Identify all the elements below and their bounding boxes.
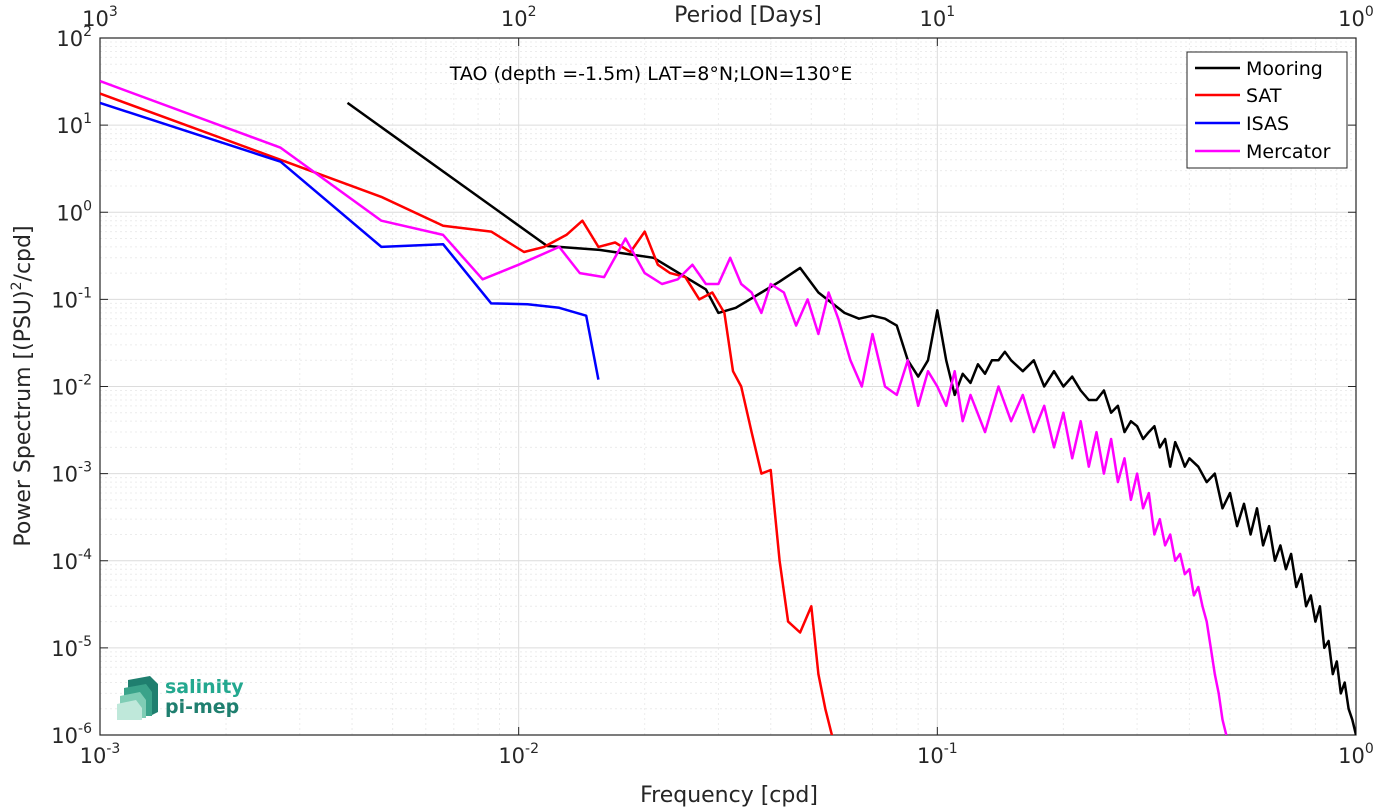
- y-tick-label: 100: [56, 198, 92, 225]
- y-axis-label: Power Spectrum [(PSU)2/cpd]: [9, 225, 36, 546]
- x-axis-label: Frequency [cpd]: [640, 783, 818, 808]
- x-tick-label: 10-3: [80, 741, 121, 768]
- y-axis-label-prefix: Power Spectrum [(PSU): [11, 290, 36, 546]
- series-line-mercator: [100, 79, 1228, 735]
- legend-label-sat: SAT: [1246, 85, 1282, 107]
- y-tick-label: 101: [56, 111, 92, 138]
- top-axis-label: Period [Days]: [674, 3, 822, 28]
- logo-mark-icon: [117, 676, 158, 720]
- y-tick-label: 10-5: [51, 634, 92, 661]
- y-tick-label: 10-1: [51, 285, 92, 312]
- series-line-mooring: [346, 101, 1356, 735]
- legend-label-isas: ISAS: [1246, 113, 1289, 135]
- x-tick-label: 100: [1338, 741, 1374, 768]
- top-tick-label: 101: [920, 4, 956, 31]
- series-lines: [100, 79, 1356, 735]
- y-tick-label: 102: [56, 24, 92, 51]
- y-axis-label-sup: 2: [9, 281, 25, 290]
- y-tick-label: 10-2: [51, 373, 92, 400]
- legend: Mooring SAT ISAS Mercator: [1186, 51, 1348, 169]
- salinity-pi-mep-logo: salinity pi-mep: [117, 676, 244, 720]
- top-tick-label: 100: [1338, 4, 1374, 31]
- legend-label-mooring: Mooring: [1246, 58, 1323, 80]
- grid: [100, 38, 1356, 735]
- y-tick-label: 10-6: [51, 721, 92, 748]
- chart-title: TAO (depth =-1.5m) LAT=8°N;LON=130°E: [449, 63, 853, 85]
- y-axis-label-suffix: /cpd]: [11, 225, 36, 281]
- series-line-isas: [100, 101, 600, 380]
- y-tick-label: 10-3: [51, 460, 92, 487]
- logo-text-salinity: salinity: [165, 676, 244, 698]
- top-tick-label: 103: [82, 4, 118, 31]
- series-line-sat: [100, 92, 834, 735]
- legend-label-mercator: Mercator: [1246, 141, 1331, 163]
- top-tick-label: 102: [501, 4, 537, 31]
- x-tick-label: 10-2: [498, 741, 539, 768]
- logo-text-pi-mep: pi-mep: [165, 696, 239, 718]
- y-tick-label: 10-4: [51, 547, 92, 574]
- x-tick-label: 10-1: [917, 741, 958, 768]
